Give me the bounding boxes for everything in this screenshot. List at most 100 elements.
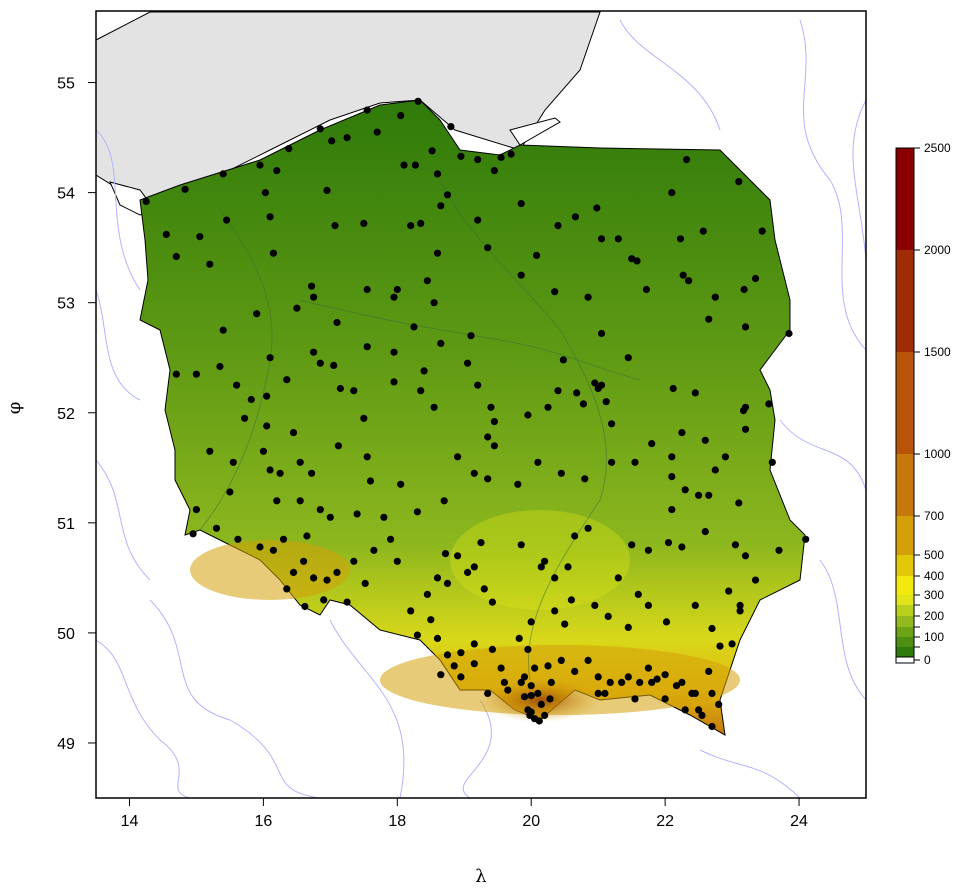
station-point	[705, 315, 713, 323]
station-point	[363, 106, 371, 114]
station-point	[353, 510, 361, 518]
station-point	[266, 213, 274, 221]
station-point	[571, 213, 580, 221]
station-point	[331, 222, 339, 230]
station-point	[279, 535, 288, 543]
legend-swatch	[896, 454, 914, 516]
station-point	[678, 543, 686, 551]
station-point	[520, 693, 529, 701]
station-point	[741, 425, 750, 433]
station-point	[537, 700, 545, 709]
x-axis-title: λ	[475, 866, 486, 887]
station-point	[802, 535, 810, 543]
station-point	[428, 147, 436, 155]
station-point	[537, 563, 545, 571]
station-point	[333, 318, 341, 327]
station-point	[259, 447, 267, 455]
station-point	[608, 458, 616, 466]
station-point	[343, 134, 351, 142]
station-point	[480, 585, 488, 593]
y-tick-label: 54	[57, 186, 75, 203]
station-point	[181, 185, 189, 193]
station-point	[223, 216, 231, 224]
station-point	[593, 204, 601, 212]
station-point	[527, 682, 535, 690]
station-point	[728, 640, 736, 648]
station-point	[695, 706, 703, 714]
station-point	[285, 145, 293, 153]
legend-swatch	[896, 616, 914, 627]
station-point	[497, 664, 505, 672]
station-point	[301, 602, 309, 611]
station-point	[679, 271, 687, 279]
station-point	[269, 249, 277, 257]
station-point	[524, 645, 532, 654]
station-point	[698, 711, 706, 720]
station-point	[604, 612, 612, 621]
station-point	[413, 631, 421, 639]
station-point	[457, 152, 465, 160]
station-point	[263, 392, 271, 400]
station-point	[636, 678, 644, 687]
legend-swatch	[896, 637, 914, 647]
station-point	[234, 535, 242, 543]
station-point	[414, 97, 422, 105]
station-point	[454, 453, 462, 461]
station-point	[261, 189, 269, 197]
station-point	[517, 678, 525, 687]
station-point	[397, 480, 405, 488]
station-point	[571, 667, 579, 676]
legend-label: 2000	[924, 243, 951, 257]
station-point	[323, 186, 331, 194]
station-point	[393, 285, 401, 294]
station-point	[212, 524, 221, 532]
station-point	[360, 219, 368, 227]
station-point	[765, 400, 773, 408]
station-point	[507, 150, 515, 158]
station-point	[273, 497, 281, 505]
station-point	[488, 645, 496, 654]
station-point	[361, 579, 369, 588]
legend-swatch	[896, 250, 914, 352]
legend-swatch	[896, 148, 914, 250]
station-point	[544, 403, 552, 411]
station-point	[591, 601, 599, 610]
station-point	[464, 359, 472, 367]
station-point	[731, 541, 740, 549]
station-point	[484, 689, 492, 698]
station-point	[681, 486, 689, 494]
station-point	[705, 667, 713, 676]
station-point	[581, 475, 589, 483]
station-point	[644, 601, 653, 610]
station-point	[276, 469, 284, 477]
station-point	[490, 167, 498, 175]
station-point	[206, 447, 214, 455]
station-point	[691, 389, 699, 397]
station-point	[196, 233, 204, 241]
station-point	[326, 513, 334, 521]
station-point	[573, 389, 581, 397]
x-tick-label: 18	[388, 813, 406, 830]
station-point	[474, 156, 482, 164]
station-point	[741, 323, 750, 331]
station-point	[740, 285, 748, 294]
station-point	[443, 191, 452, 199]
station-point	[567, 596, 576, 604]
station-point	[363, 285, 371, 294]
tatra-mountains	[480, 678, 600, 722]
station-point	[695, 491, 703, 499]
legend-label: 300	[924, 588, 944, 602]
station-point	[457, 649, 465, 657]
station-point	[303, 532, 311, 540]
station-point	[691, 601, 699, 610]
station-point	[162, 230, 170, 238]
station-point	[594, 689, 602, 698]
station-point	[517, 541, 525, 549]
x-tick-label: 22	[656, 813, 674, 830]
station-point	[520, 673, 529, 681]
station-point	[644, 546, 653, 554]
x-tick-label: 14	[121, 813, 139, 830]
station-point	[500, 678, 508, 687]
rivers	[96, 19, 866, 798]
